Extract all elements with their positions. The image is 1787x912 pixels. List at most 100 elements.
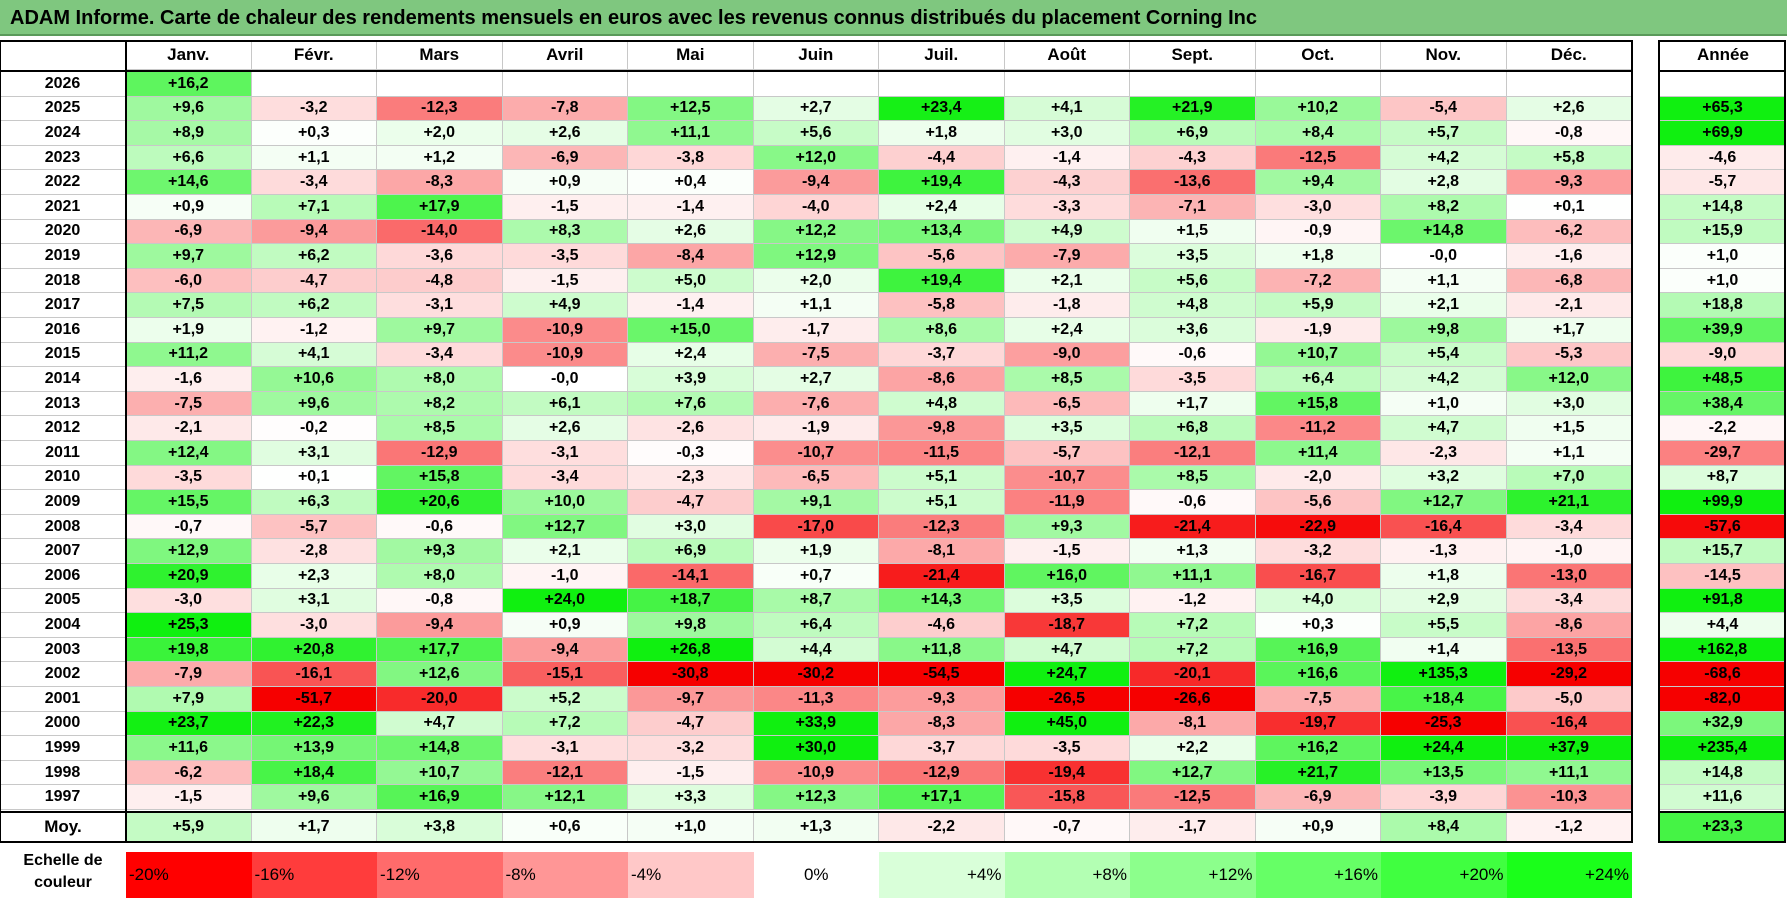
heatmap-cell: +25,3 <box>126 613 252 638</box>
heatmap-cell: -7,1 <box>1130 195 1256 220</box>
column-header: Mai <box>628 40 754 70</box>
heatmap-cell: +2,9 <box>1381 588 1507 614</box>
heatmap-cell: +4,2 <box>1381 367 1507 392</box>
color-scale-swatch: +16% <box>1255 852 1381 898</box>
heatmap-cell: -13,0 <box>1506 564 1632 589</box>
heatmap-cell: +23,7 <box>126 711 252 737</box>
heatmap-cell: -7,5 <box>126 391 252 417</box>
heatmap-cell: +8,5 <box>377 416 503 441</box>
heatmap-cell: -1,4 <box>1004 145 1130 171</box>
heatmap-cell: -3,4 <box>377 342 503 368</box>
heatmap-cell: -13,5 <box>1506 637 1632 663</box>
annual-cell <box>1660 72 1786 97</box>
row-year-label: 2003 <box>0 637 126 663</box>
heatmap-cell: +3,6 <box>1130 318 1256 343</box>
heatmap-cell: -3,2 <box>1255 539 1381 564</box>
heatmap-cell: -4,7 <box>628 711 754 737</box>
heatmap-cell: +2,4 <box>1004 318 1130 343</box>
heatmap-cell: -3,0 <box>126 588 252 614</box>
heatmap-cell: +2,6 <box>1506 96 1632 122</box>
heatmap-cell: +5,9 <box>1255 293 1381 318</box>
heatmap-cell: +3,0 <box>1506 391 1632 417</box>
heatmap-cell: +3,2 <box>1381 465 1507 491</box>
row-year-label: 2016 <box>0 318 126 343</box>
heatmap-cell: +0,1 <box>1506 195 1632 220</box>
heatmap-cell: -9,8 <box>879 416 1005 441</box>
heatmap-cell: -2,6 <box>628 416 754 441</box>
annual-cell: +39,9 <box>1660 318 1786 343</box>
heatmap-cell: +13,4 <box>879 219 1005 245</box>
row-year-label: 2025 <box>0 96 126 122</box>
heatmap-cell <box>1130 72 1256 97</box>
heatmap-cell: +3,1 <box>251 441 377 466</box>
annual-cell: +235,4 <box>1660 736 1786 761</box>
heatmap-cell: +1,4 <box>1381 637 1507 663</box>
heatmap-cell: -16,4 <box>1506 711 1632 737</box>
row-year-label: 2015 <box>0 342 126 368</box>
heatmap-cell: -10,9 <box>502 342 628 368</box>
annual-cell: +38,4 <box>1660 391 1786 417</box>
heatmap-cell: +6,1 <box>502 391 628 417</box>
year-column-header: Année <box>1660 40 1786 70</box>
heatmap-cell: -3,5 <box>502 244 628 269</box>
heatmap-cell: -7,5 <box>753 342 879 368</box>
annual-cell: +8,7 <box>1660 465 1786 491</box>
heatmap-cell: +24,7 <box>1004 662 1130 687</box>
heatmap-cell: +9,8 <box>1381 318 1507 343</box>
heatmap-cell: +1,1 <box>251 145 377 171</box>
annual-cell: +14,8 <box>1660 760 1786 786</box>
header-separator <box>1658 70 1786 72</box>
heatmap-cell: -5,7 <box>1004 441 1130 466</box>
heatmap-cell: +8,7 <box>753 588 879 614</box>
heatmap-cell: -20,0 <box>377 687 503 712</box>
color-scale-swatch: +8% <box>1004 852 1130 898</box>
row-year-label: 2024 <box>0 121 126 146</box>
heatmap-cell: -26,5 <box>1004 687 1130 712</box>
heatmap-cell: -3,2 <box>251 96 377 122</box>
heatmap-cell: +7,2 <box>502 711 628 737</box>
heatmap-cell: +15,5 <box>126 490 252 515</box>
heatmap-cell: -2,1 <box>126 416 252 441</box>
heatmap-cell: -6,9 <box>502 145 628 171</box>
heatmap-cell: +11,2 <box>126 342 252 368</box>
color-scale-swatch: +12% <box>1130 852 1256 898</box>
heatmap-cell: -3,1 <box>502 736 628 761</box>
heatmap-cell: +9,6 <box>126 96 252 122</box>
annual-cell: +11,6 <box>1660 785 1786 810</box>
heatmap-cell: -54,5 <box>879 662 1005 687</box>
heatmap-cell: -19,4 <box>1004 760 1130 786</box>
heatmap-cell: -9,3 <box>1506 170 1632 195</box>
color-scale-swatch: -12% <box>377 852 503 898</box>
heatmap-cell: +1,3 <box>1130 539 1256 564</box>
heatmap-cell: -3,4 <box>1506 588 1632 614</box>
heatmap-cell: +2,7 <box>753 367 879 392</box>
column-header: Nov. <box>1381 40 1507 70</box>
row-year-label: 2011 <box>0 441 126 466</box>
heatmap-cell: -7,5 <box>1255 687 1381 712</box>
heatmap-cell: +10,7 <box>377 760 503 786</box>
heatmap-cell: +16,9 <box>1255 637 1381 663</box>
heatmap-cell: -1,7 <box>753 318 879 343</box>
heatmap-cell: +9,7 <box>126 244 252 269</box>
row-year-label: 2013 <box>0 391 126 417</box>
heatmap-cell: -6,5 <box>1004 391 1130 417</box>
heatmap-cell: -12,5 <box>1130 785 1256 810</box>
heatmap-cell: +5,8 <box>1506 145 1632 171</box>
heatmap-cell: +5,7 <box>1381 121 1507 146</box>
annual-cell: +69,9 <box>1660 121 1786 146</box>
heatmap-cell: +1,5 <box>1130 219 1256 245</box>
heatmap-cell: -1,5 <box>502 268 628 294</box>
annual-cell: -2,2 <box>1660 416 1786 441</box>
heatmap-cell: -0,8 <box>1506 121 1632 146</box>
heatmap-cell: -0,6 <box>1130 342 1256 368</box>
heatmap-cell: +4,2 <box>1381 145 1507 171</box>
average-cell: +0,6 <box>502 812 628 842</box>
heatmap-cell: -10,3 <box>1506 785 1632 810</box>
row-year-label: 2012 <box>0 416 126 441</box>
heatmap-cell: -9,7 <box>628 687 754 712</box>
average-cell: +0,9 <box>1255 812 1381 842</box>
heatmap-cell: -1,9 <box>1255 318 1381 343</box>
heatmap-cell: -11,2 <box>1255 416 1381 441</box>
heatmap-cell: +19,4 <box>879 268 1005 294</box>
heatmap-cell: +5,5 <box>1381 613 1507 638</box>
